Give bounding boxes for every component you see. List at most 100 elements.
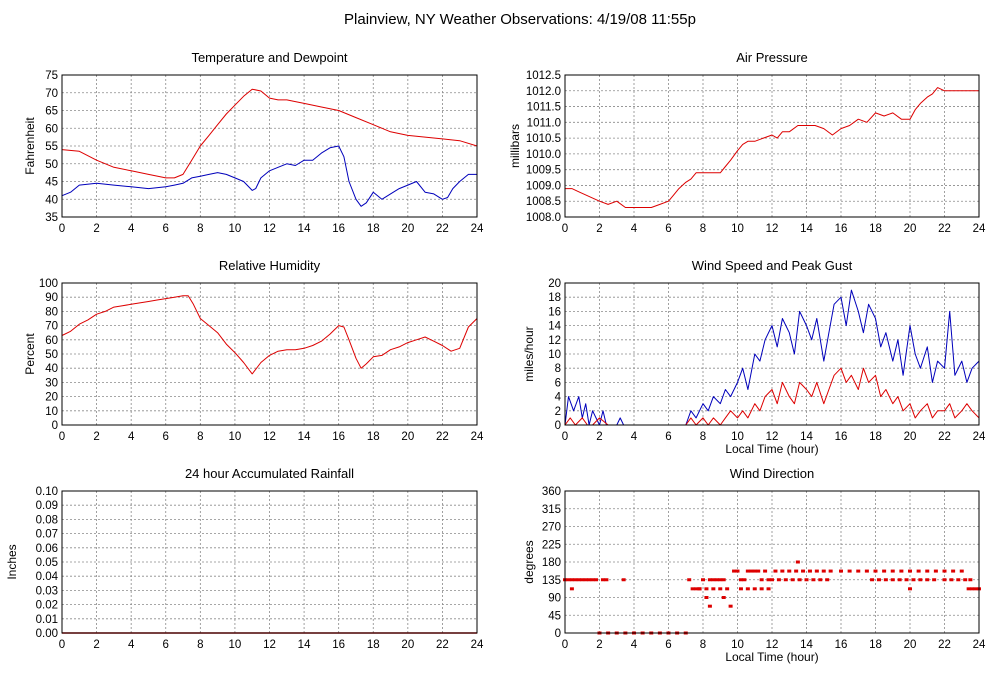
- direction-point: [690, 587, 695, 591]
- direction-point: [933, 569, 938, 573]
- pressure-xtick-label: 24: [973, 223, 986, 235]
- direction-point: [707, 604, 712, 608]
- rainfall-ytick-label: 0.06: [36, 543, 58, 555]
- wind-xtick-label: 6: [665, 431, 671, 443]
- direction-xtick-label: 20: [904, 639, 917, 651]
- direction-point: [825, 578, 830, 582]
- humidity-xtick-label: 0: [59, 431, 65, 443]
- pressure-xtick-label: 16: [835, 223, 848, 235]
- wind-xtick-label: 18: [869, 431, 882, 443]
- pressure-ytick-label: 1012.5: [526, 70, 561, 82]
- pressure-xtick-label: 8: [700, 223, 706, 235]
- temperature-xtick-label: 16: [332, 223, 345, 235]
- rainfall-xtick-label: 8: [197, 639, 203, 651]
- direction-point: [795, 560, 800, 564]
- humidity-ytick-label: 30: [45, 377, 58, 389]
- direction-point: [569, 587, 574, 591]
- pressure-xtick-label: 18: [869, 223, 882, 235]
- pressure-xtick-label: 2: [596, 223, 602, 235]
- direction-point: [704, 596, 709, 599]
- pressure-xtick-label: 14: [800, 223, 813, 235]
- wind-ytick-label: 16: [548, 306, 561, 318]
- direction-point: [876, 578, 881, 582]
- direction-point: [897, 578, 902, 582]
- temperature-xtick-label: 2: [93, 223, 99, 235]
- direction-point: [856, 569, 861, 573]
- direction-point: [749, 569, 754, 573]
- temperature-ytick-label: 75: [45, 70, 58, 82]
- humidity-ytick-label: 90: [45, 292, 58, 304]
- wind-ytick-label: 8: [555, 363, 561, 375]
- direction-point: [694, 587, 699, 591]
- direction-point: [797, 578, 802, 582]
- humidity-ytick-label: 0: [52, 420, 58, 432]
- direction-point: [707, 578, 712, 582]
- direction-point: [968, 578, 973, 582]
- pressure-xtick-label: 22: [938, 223, 951, 235]
- humidity-ytick-label: 10: [45, 406, 58, 418]
- temperature-ytick-label: 70: [45, 88, 58, 100]
- direction-point: [697, 587, 702, 591]
- direction-point: [687, 578, 692, 582]
- wind-ytick-label: 0: [555, 420, 561, 432]
- direction-xtick-label: 10: [731, 639, 744, 651]
- rainfall-ytick-label: 0.00: [36, 628, 58, 640]
- pressure-xtick-label: 12: [766, 223, 779, 235]
- direction-point: [814, 569, 819, 573]
- rainfall-title: 24 hour Accumulated Rainfall: [185, 466, 354, 481]
- direction-point: [818, 578, 823, 582]
- humidity-xtick-label: 16: [332, 431, 345, 443]
- temperature-xtick-label: 8: [197, 223, 203, 235]
- rainfall-xtick-label: 14: [298, 639, 311, 651]
- humidity-ytick-label: 60: [45, 335, 58, 347]
- direction-point: [951, 569, 956, 573]
- direction-point: [790, 578, 795, 582]
- temperature-plot-frame: [61, 74, 478, 218]
- direction-xtick-label: 0: [562, 639, 568, 651]
- direction-xtick-label: 4: [631, 639, 638, 651]
- direction-point: [970, 587, 975, 591]
- humidity-xtick-label: 22: [436, 431, 449, 443]
- direction-point: [738, 587, 743, 591]
- direction-point: [604, 578, 609, 582]
- humidity-ytick-label: 70: [45, 321, 58, 333]
- direction-ytick-label: 225: [542, 539, 561, 551]
- pressure-ytick-label: 1011.0: [527, 117, 561, 129]
- humidity-xtick-label: 24: [471, 431, 484, 443]
- temperature-xtick-label: 10: [229, 223, 242, 235]
- rainfall-ytick-label: 0.04: [36, 571, 59, 583]
- humidity-xtick-label: 10: [229, 431, 242, 443]
- humidity-ytick-label: 40: [45, 363, 58, 375]
- humidity-ytick-label: 80: [45, 306, 58, 318]
- direction-plot-frame: [564, 490, 980, 634]
- wind-xlabel: Local Time (hour): [725, 442, 818, 456]
- temperature-ylabel: Fahrenheit: [23, 117, 37, 175]
- direction-point: [759, 578, 764, 582]
- direction-point: [580, 578, 585, 582]
- wind-xtick-label: 0: [562, 431, 568, 443]
- wind-xtick-label: 16: [835, 431, 848, 443]
- direction-point: [956, 578, 961, 582]
- direction-point: [704, 587, 709, 591]
- wind-xtick-label: 24: [973, 431, 986, 443]
- humidity-xtick-label: 20: [401, 431, 414, 443]
- direction-ytick-label: 45: [548, 610, 561, 622]
- direction-point: [804, 578, 809, 582]
- rainfall-ytick-label: 0.09: [36, 500, 58, 512]
- direction-ytick-label: 315: [542, 504, 561, 516]
- temperature-ytick-label: 35: [45, 212, 58, 224]
- direction-point: [594, 578, 599, 582]
- direction-point: [714, 578, 719, 582]
- pressure-ytick-label: 1008.5: [526, 196, 561, 208]
- pressure-xtick-label: 10: [731, 223, 744, 235]
- wind-plot-frame: [564, 282, 980, 426]
- direction-xlabel: Local Time (hour): [725, 650, 818, 664]
- temperature-ytick-label: 40: [45, 194, 58, 206]
- direction-point: [735, 569, 740, 573]
- direction-xtick-label: 6: [665, 639, 671, 651]
